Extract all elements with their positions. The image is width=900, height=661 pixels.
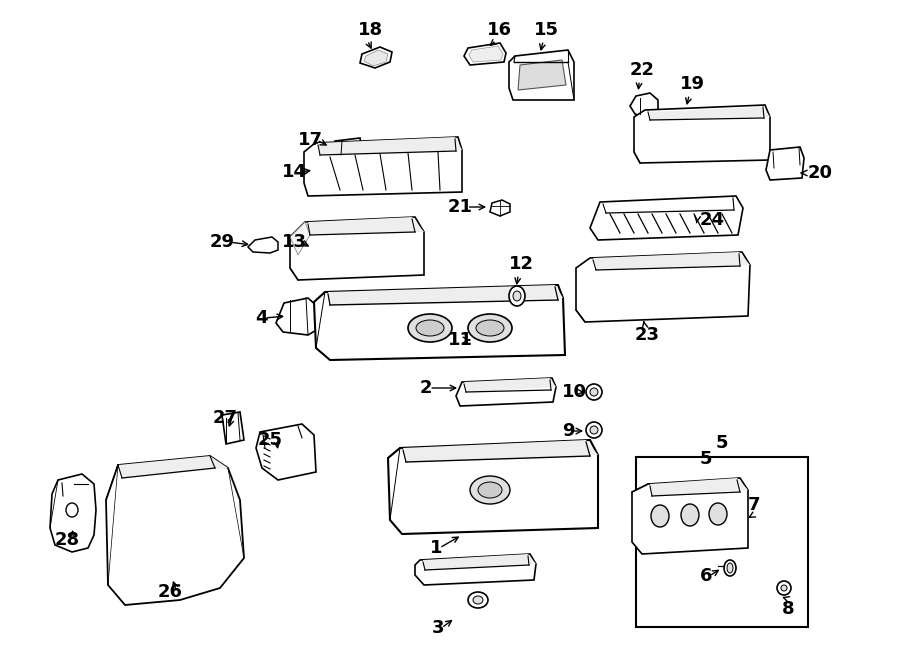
Polygon shape (469, 46, 503, 62)
Polygon shape (634, 105, 770, 163)
Ellipse shape (416, 320, 444, 336)
Polygon shape (106, 456, 244, 605)
Ellipse shape (468, 314, 512, 342)
Polygon shape (415, 554, 536, 585)
Polygon shape (518, 60, 566, 90)
Polygon shape (632, 478, 748, 554)
Text: 1: 1 (430, 539, 443, 557)
Text: 9: 9 (562, 422, 574, 440)
Text: 28: 28 (55, 531, 80, 549)
Ellipse shape (476, 320, 504, 336)
Ellipse shape (513, 291, 521, 301)
Text: 11: 11 (448, 331, 473, 349)
Polygon shape (335, 138, 362, 155)
Polygon shape (328, 285, 563, 305)
Text: 16: 16 (487, 21, 512, 39)
Text: 24: 24 (700, 211, 725, 229)
Ellipse shape (651, 505, 669, 527)
Polygon shape (318, 137, 462, 155)
Polygon shape (256, 424, 316, 480)
Polygon shape (650, 107, 770, 120)
Text: 25: 25 (258, 431, 283, 449)
Text: 15: 15 (534, 21, 559, 39)
Text: 22: 22 (630, 61, 655, 79)
Polygon shape (360, 47, 392, 68)
Text: 4: 4 (255, 309, 267, 327)
Text: 19: 19 (680, 75, 705, 93)
Polygon shape (222, 412, 244, 444)
Polygon shape (308, 217, 424, 235)
Text: 20: 20 (808, 164, 833, 182)
Text: 5: 5 (700, 450, 713, 468)
Polygon shape (403, 440, 598, 462)
Ellipse shape (777, 581, 791, 595)
Text: 5: 5 (716, 434, 728, 452)
Text: 21: 21 (448, 198, 473, 216)
Polygon shape (290, 217, 424, 280)
Text: 27: 27 (213, 409, 238, 427)
Ellipse shape (478, 482, 502, 498)
Polygon shape (464, 378, 556, 392)
Polygon shape (576, 252, 750, 322)
Ellipse shape (473, 596, 483, 604)
Text: 14: 14 (282, 163, 307, 181)
Polygon shape (50, 474, 96, 552)
Text: 8: 8 (782, 600, 795, 618)
Text: 3: 3 (432, 619, 445, 637)
Ellipse shape (509, 286, 525, 306)
Polygon shape (364, 50, 388, 66)
Polygon shape (630, 93, 658, 118)
Bar (636, 457, 808, 627)
Polygon shape (304, 137, 462, 196)
Text: 13: 13 (282, 233, 307, 251)
Ellipse shape (724, 560, 736, 576)
Ellipse shape (586, 422, 602, 438)
Polygon shape (290, 222, 310, 255)
Polygon shape (590, 196, 743, 240)
Text: 10: 10 (562, 383, 587, 401)
Ellipse shape (66, 503, 78, 517)
Polygon shape (650, 478, 748, 496)
Text: 2: 2 (420, 379, 433, 397)
Text: 12: 12 (509, 255, 534, 273)
Polygon shape (118, 456, 228, 478)
Polygon shape (276, 298, 320, 335)
Ellipse shape (590, 388, 598, 396)
Polygon shape (593, 252, 750, 270)
Text: 17: 17 (298, 131, 323, 149)
Text: 6: 6 (700, 567, 713, 585)
Polygon shape (766, 147, 804, 180)
Text: 18: 18 (358, 21, 383, 39)
Text: 29: 29 (210, 233, 235, 251)
Polygon shape (490, 200, 510, 216)
Polygon shape (248, 237, 278, 253)
Polygon shape (456, 378, 556, 406)
Polygon shape (423, 554, 536, 570)
Ellipse shape (681, 504, 699, 526)
Text: 23: 23 (635, 326, 660, 344)
Ellipse shape (590, 426, 598, 434)
Polygon shape (509, 50, 574, 100)
Ellipse shape (470, 476, 510, 504)
Ellipse shape (781, 585, 787, 591)
Polygon shape (464, 43, 506, 65)
Polygon shape (314, 285, 565, 360)
Ellipse shape (709, 503, 727, 525)
Text: 7: 7 (748, 496, 760, 514)
Ellipse shape (727, 563, 733, 573)
Ellipse shape (408, 314, 452, 342)
Polygon shape (388, 440, 598, 534)
Text: 26: 26 (158, 583, 183, 601)
Ellipse shape (468, 592, 488, 608)
Ellipse shape (586, 384, 602, 400)
